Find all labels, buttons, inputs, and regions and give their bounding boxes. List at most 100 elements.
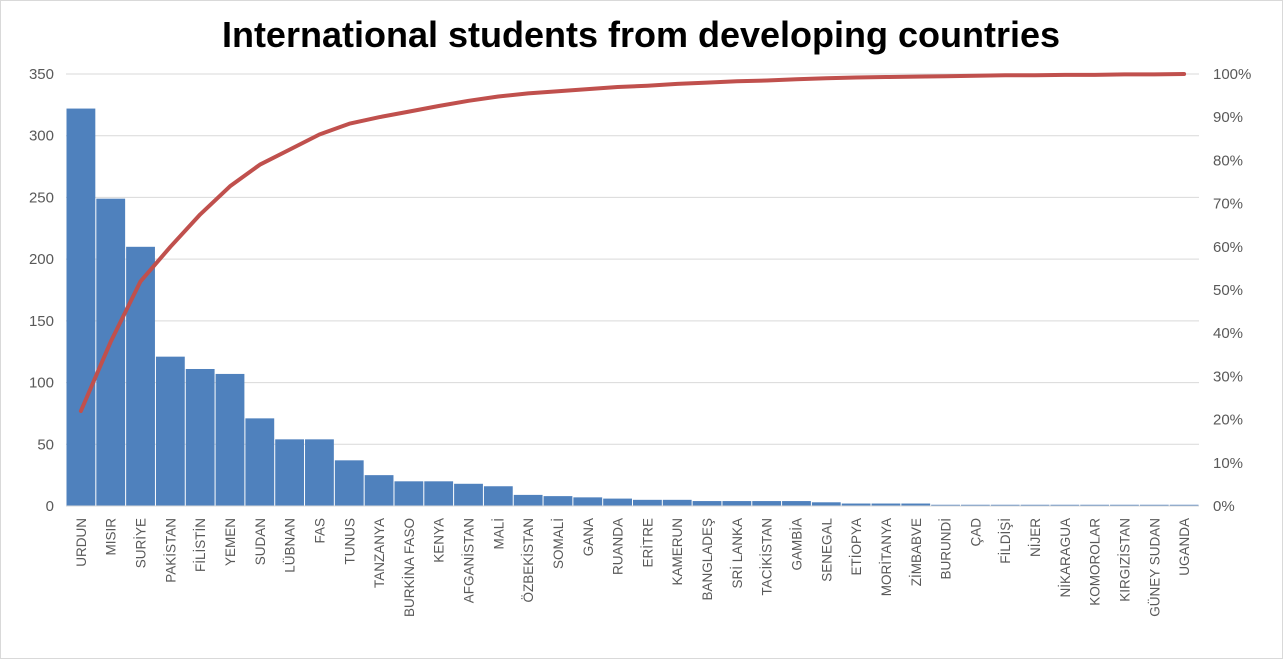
bar xyxy=(960,504,990,506)
bar xyxy=(692,501,722,506)
x-tick-label: RUANDA xyxy=(611,518,626,575)
bar xyxy=(275,439,305,506)
x-tick-label: TACİKİSTAN xyxy=(760,518,775,596)
bar xyxy=(334,460,364,506)
bar xyxy=(483,486,513,506)
y2-tick-label: 10% xyxy=(1213,455,1243,472)
x-tick-label: GÜNEY SUDAN xyxy=(1147,518,1162,617)
y-tick-label: 100 xyxy=(29,375,54,392)
bar xyxy=(722,501,752,506)
y-tick-label: 50 xyxy=(37,436,54,453)
bar xyxy=(782,501,811,506)
bar xyxy=(215,373,245,506)
x-tick-label: AFGANİSTAN xyxy=(462,518,477,603)
cumulative-line xyxy=(78,72,1187,413)
bar xyxy=(185,368,215,506)
bar xyxy=(424,481,454,506)
bar xyxy=(1169,504,1199,506)
x-tick-label: BANGLADEŞ xyxy=(700,518,715,601)
x-tick-label: UGANDA xyxy=(1177,518,1192,576)
x-tick-label: PAKİSTAN xyxy=(163,518,178,583)
y2-tick-label: 30% xyxy=(1213,368,1243,385)
bar xyxy=(394,481,424,506)
bar xyxy=(811,502,841,506)
bar xyxy=(871,503,901,506)
bar xyxy=(66,108,96,506)
x-tick-label: ÖZBEKİSTAN xyxy=(521,518,536,603)
bar xyxy=(841,503,871,506)
y-tick-label: 350 xyxy=(29,66,54,83)
bar xyxy=(633,499,662,506)
bar xyxy=(1080,504,1110,506)
x-tick-label: YEMEN xyxy=(223,518,238,566)
x-tick-label: SURİYE xyxy=(134,518,149,568)
category-axis: URDUN MISIR SURİYE PAKİSTAN FİLİSTİN YEMEN SUD… xyxy=(66,505,1199,617)
x-tick-label: KENYA xyxy=(432,518,447,563)
x-tick-label: KOMOROLAR xyxy=(1088,518,1103,606)
y-tick-label: 0 xyxy=(46,498,54,515)
bar xyxy=(990,504,1020,506)
bar xyxy=(245,418,275,506)
y2-tick-label: 60% xyxy=(1213,239,1243,256)
x-tick-label: LÜBNAN xyxy=(283,518,298,573)
bar xyxy=(543,496,573,506)
x-tick-label: SRİ LANKA xyxy=(730,518,745,589)
x-tick-label: TANZANYA xyxy=(372,518,387,588)
y2-tick-label: 0% xyxy=(1213,498,1235,515)
bar xyxy=(1020,504,1050,506)
bar xyxy=(901,503,931,506)
bar xyxy=(155,356,185,506)
bar xyxy=(662,499,692,506)
bar xyxy=(364,475,394,506)
x-tick-label: KAMERUN xyxy=(670,518,685,586)
x-tick-label: KIRGIZİSTAN xyxy=(1117,518,1132,602)
bar xyxy=(752,501,782,506)
x-tick-label: GANA xyxy=(581,518,596,556)
x-tick-label: GAMBİA xyxy=(789,518,804,571)
bar xyxy=(1050,504,1080,506)
x-tick-label: ERİTRE xyxy=(640,518,655,568)
chart-title: International students from developing c… xyxy=(222,14,1060,55)
bars xyxy=(66,108,1199,507)
bar xyxy=(305,439,334,506)
y-tick-label: 150 xyxy=(29,313,54,330)
bar xyxy=(573,497,603,506)
x-tick-label: BURKİNA FASO xyxy=(402,518,417,617)
x-tick-label: FAS xyxy=(312,518,327,544)
y-tick-label: 300 xyxy=(29,128,54,145)
x-tick-label: TUNUS xyxy=(342,518,357,565)
x-tick-label: MISIR xyxy=(104,518,119,556)
x-tick-label: ZİMBABVE xyxy=(909,518,924,586)
x-tick-label: SUDAN xyxy=(253,518,268,565)
x-tick-label: ETİOPYA xyxy=(849,518,864,576)
y2-tick-label: 70% xyxy=(1213,196,1243,213)
x-tick-label: MALİ xyxy=(491,518,506,550)
x-tick-label: BURUNDİ xyxy=(939,518,954,580)
y2-tick-label: 20% xyxy=(1213,412,1243,429)
y-tick-label: 200 xyxy=(29,251,54,268)
x-tick-label: URDUN xyxy=(74,518,89,567)
bar xyxy=(1110,504,1139,506)
bar xyxy=(513,494,543,506)
bar xyxy=(454,483,483,506)
y2-tick-label: 90% xyxy=(1213,109,1243,126)
y-tick-label: 250 xyxy=(29,189,54,206)
x-tick-label: SOMALİ xyxy=(551,518,566,569)
x-tick-label: MORİTANYA xyxy=(879,518,894,596)
y2-tick-label: 100% xyxy=(1213,66,1251,83)
x-tick-label: ÇAD xyxy=(968,518,983,547)
cumulative-line-path xyxy=(78,72,1187,413)
bar xyxy=(96,198,126,507)
right-axis: 0% 10% 20% 30% 40% 50% 60% 70% 80% 90% 100% xyxy=(1213,66,1251,515)
bar xyxy=(126,246,155,507)
y2-tick-label: 50% xyxy=(1213,282,1243,299)
x-tick-label: NİKARAGUA xyxy=(1058,518,1073,598)
x-tick-label: NİJER xyxy=(1028,518,1043,557)
bar xyxy=(1139,504,1169,506)
x-tick-label: FİLİSTİN xyxy=(193,518,208,572)
y2-tick-label: 40% xyxy=(1213,325,1243,342)
bar xyxy=(931,504,960,506)
left-axis: 0 50 100 150 200 250 300 350 xyxy=(29,66,54,515)
